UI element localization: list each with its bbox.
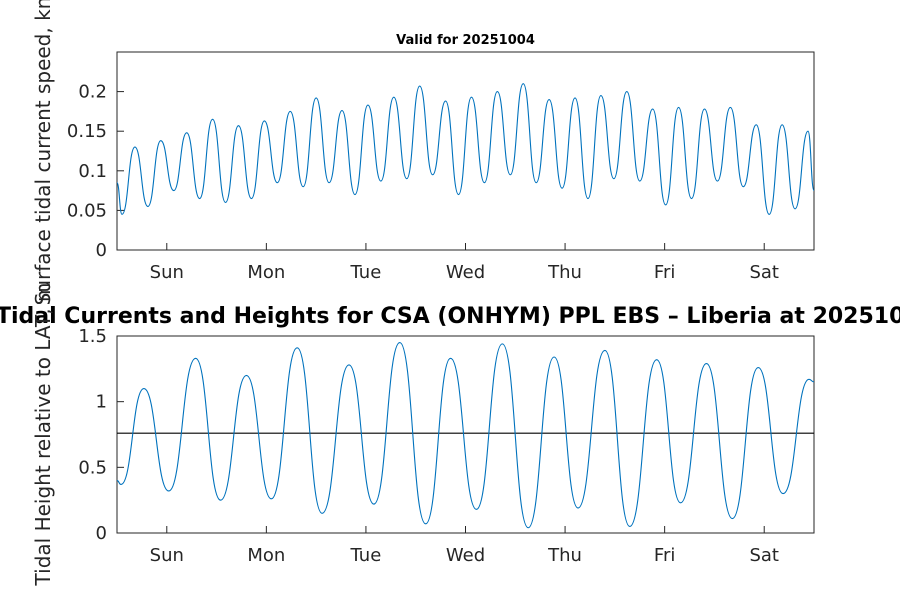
tidal-height-panel: Tidal Currents and Heights for CSA (ONHY… bbox=[0, 283, 900, 587]
current-speed-y-tick-label: 0.05 bbox=[67, 200, 107, 221]
current-speed-line bbox=[116, 83, 815, 215]
tidal-height-x-tick-label: Wed bbox=[446, 545, 485, 566]
tidal-height-line bbox=[116, 342, 815, 529]
current-speed-y-ticks: 0 0.05 0.1 0.15 0.2 bbox=[67, 82, 124, 261]
current-speed-x-tick-label: Fri bbox=[654, 262, 675, 283]
tidal-height-ylabel: Tidal Height relative to LAT, m bbox=[31, 283, 55, 587]
current-speed-title: Valid for 20251004 bbox=[396, 33, 535, 48]
tidal-height-y-tick-label: 1.5 bbox=[78, 326, 107, 347]
current-speed-y-tick-label: 0.1 bbox=[78, 161, 107, 182]
tidal-height-x-tick-label: Fri bbox=[654, 545, 675, 566]
current-speed-x-tick-label: Sun bbox=[150, 262, 184, 283]
current-speed-x-tick-label: Wed bbox=[446, 262, 485, 283]
current-speed-x-tick-label: Sat bbox=[749, 262, 779, 283]
current-speed-axes bbox=[116, 51, 815, 251]
tidal-height-y-tick-label: 0 bbox=[96, 523, 107, 544]
tidal-height-x-ticks: Sun Mon Tue Wed Thu Fri Sat bbox=[150, 526, 779, 566]
tidal-height-y-tick-label: 1 bbox=[96, 392, 107, 413]
tidal-height-x-tick-label: Sat bbox=[749, 545, 779, 566]
current-speed-y-tick-label: 0 bbox=[96, 240, 107, 261]
tidal-height-x-tick-label: Mon bbox=[247, 545, 285, 566]
tidal-height-title: Tidal Currents and Heights for CSA (ONHY… bbox=[0, 304, 900, 329]
current-speed-x-tick-label: Thu bbox=[547, 262, 582, 283]
tidal-height-x-tick-label: Thu bbox=[547, 545, 582, 566]
current-speed-x-ticks: Sun Mon Tue Wed Thu Fri Sat bbox=[150, 243, 779, 283]
current-speed-ylabel: Surface tidal current speed, kn bbox=[31, 0, 55, 305]
tidal-height-x-tick-label: Sun bbox=[150, 545, 184, 566]
current-speed-y-tick-label: 0.2 bbox=[78, 82, 107, 103]
tidal-height-y-ticks: 0 0.5 1 1.5 bbox=[78, 326, 124, 544]
current-speed-x-tick-label: Mon bbox=[247, 262, 285, 283]
tidal-height-y-tick-label: 0.5 bbox=[78, 457, 107, 478]
current-speed-panel: Valid for 20251004 Surface tidal current… bbox=[31, 0, 815, 305]
tidal-height-axes bbox=[116, 335, 815, 534]
tidal-height-x-tick-label: Tue bbox=[350, 545, 382, 566]
current-speed-y-tick-label: 0.15 bbox=[67, 121, 107, 142]
current-speed-x-tick-label: Tue bbox=[350, 262, 382, 283]
